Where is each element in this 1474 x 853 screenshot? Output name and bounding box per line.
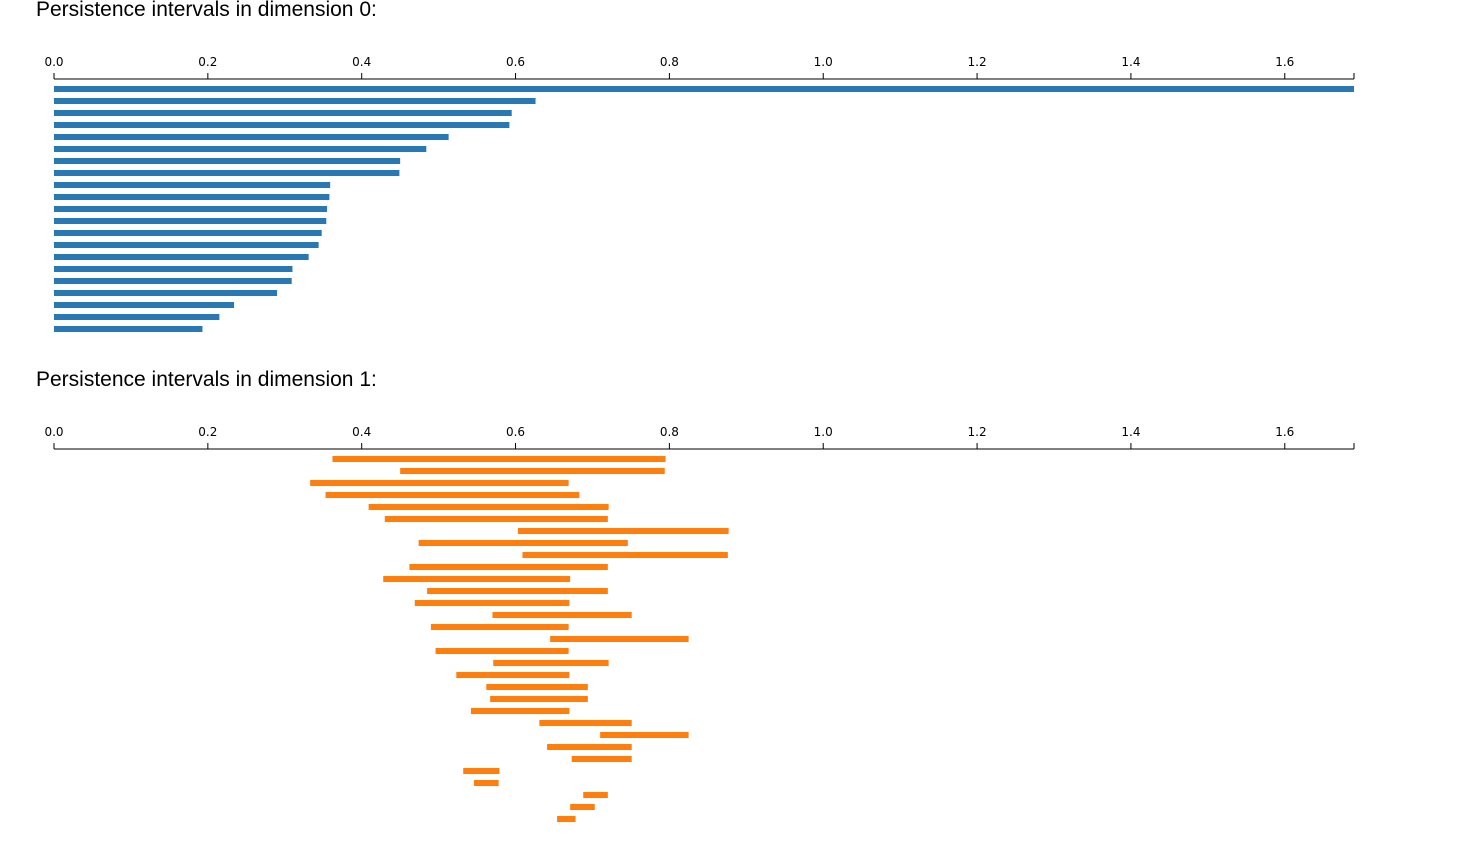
persistence-interval-bar [583,792,608,798]
x-tick-label: 0.0 [44,425,63,439]
persistence-interval-bar [414,600,570,606]
persistence-interval-bar [54,158,401,164]
persistence-interval-bar [54,134,449,140]
persistence-interval-bar [54,290,278,296]
persistence-interval-bar [54,146,427,152]
persistence-interval-bar [492,612,632,618]
x-tick-label: 0.0 [44,55,63,69]
persistence-interval-bar [332,456,666,462]
x-tick-label: 1.0 [814,425,833,439]
persistence-interval-bar [435,648,569,654]
persistence-interval-bar [54,194,330,200]
x-tick-label: 0.6 [506,425,525,439]
persistence-interval-bar [383,576,571,582]
persistence-interval-bar [54,326,203,332]
persistence-interval-bar [493,660,609,666]
persistence-interval-bar [54,242,319,248]
persistence-interval-bar [368,504,609,510]
persistence-interval-bar [310,480,569,486]
persistence-interval-bar [54,182,331,188]
x-tick-label: 1.6 [1275,425,1294,439]
persistence-interval-bar [54,86,1354,92]
persistence-interval-bar [418,540,628,546]
x-tick-label: 0.4 [352,55,371,69]
persistence-interval-bar [547,744,632,750]
persistence-interval-bar [325,492,580,498]
persistence-interval-bar [54,110,512,116]
persistence-interval-bar [517,528,729,534]
x-tick-label: 1.4 [1121,425,1140,439]
persistence-interval-bar [571,756,632,762]
persistence-interval-bar [54,302,234,308]
x-tick-label: 0.8 [660,55,679,69]
persistence-interval-bar [430,624,569,630]
x-tick-label: 1.6 [1275,55,1294,69]
persistence-interval-bar [470,708,570,714]
persistence-interval-bar [456,672,570,678]
persistence-interval-bar [490,696,588,702]
persistence-interval-bar [463,768,500,774]
x-tick-label: 0.8 [660,425,679,439]
x-tick-label: 1.2 [968,55,987,69]
persistence-interval-bar [54,170,400,176]
persistence-interval-bar [54,218,327,224]
chart-title-dimension-1: Persistence intervals in dimension 1: [36,368,377,391]
dimension-0-barcode: 0.0 0.2 0.4 0.6 0.8 1.0 1.2 1.4 1.6 [44,55,1355,332]
persistence-interval-bar [54,98,536,104]
persistence-interval-bar [600,732,689,738]
persistence-interval-bar [54,230,322,236]
x-tick-label: 0.2 [198,55,217,69]
persistence-interval-bar [54,206,328,212]
persistence-interval-bar [54,314,220,320]
dimension-1-barcode: 0.0 0.2 0.4 0.6 0.8 1.0 1.2 1.4 1.6 [44,425,1355,822]
persistence-interval-bar [384,516,608,522]
x-tick-label: 1.0 [814,55,833,69]
persistence-interval-bar [409,564,608,570]
x-tick-label: 0.4 [352,425,371,439]
chart-title-dimension-0: Persistence intervals in dimension 0: [36,0,377,21]
persistence-interval-bar [570,804,595,810]
persistence-interval-bar [550,636,689,642]
persistence-interval-bar [522,552,728,558]
persistence-interval-bar [54,254,309,260]
persistence-interval-bar [400,468,665,474]
persistence-interval-bar [54,278,292,284]
x-tick-label: 1.4 [1121,55,1140,69]
persistence-interval-bar [486,684,588,690]
persistence-interval-bar [557,816,576,822]
persistence-interval-bar [54,122,510,128]
x-tick-label: 0.6 [506,55,525,69]
x-tick-label: 1.2 [968,425,987,439]
persistence-interval-bar [539,720,632,726]
persistence-interval-bar [474,780,499,786]
x-tick-label: 0.2 [198,425,217,439]
persistence-interval-bar [427,588,608,594]
persistence-interval-bar [54,266,293,272]
